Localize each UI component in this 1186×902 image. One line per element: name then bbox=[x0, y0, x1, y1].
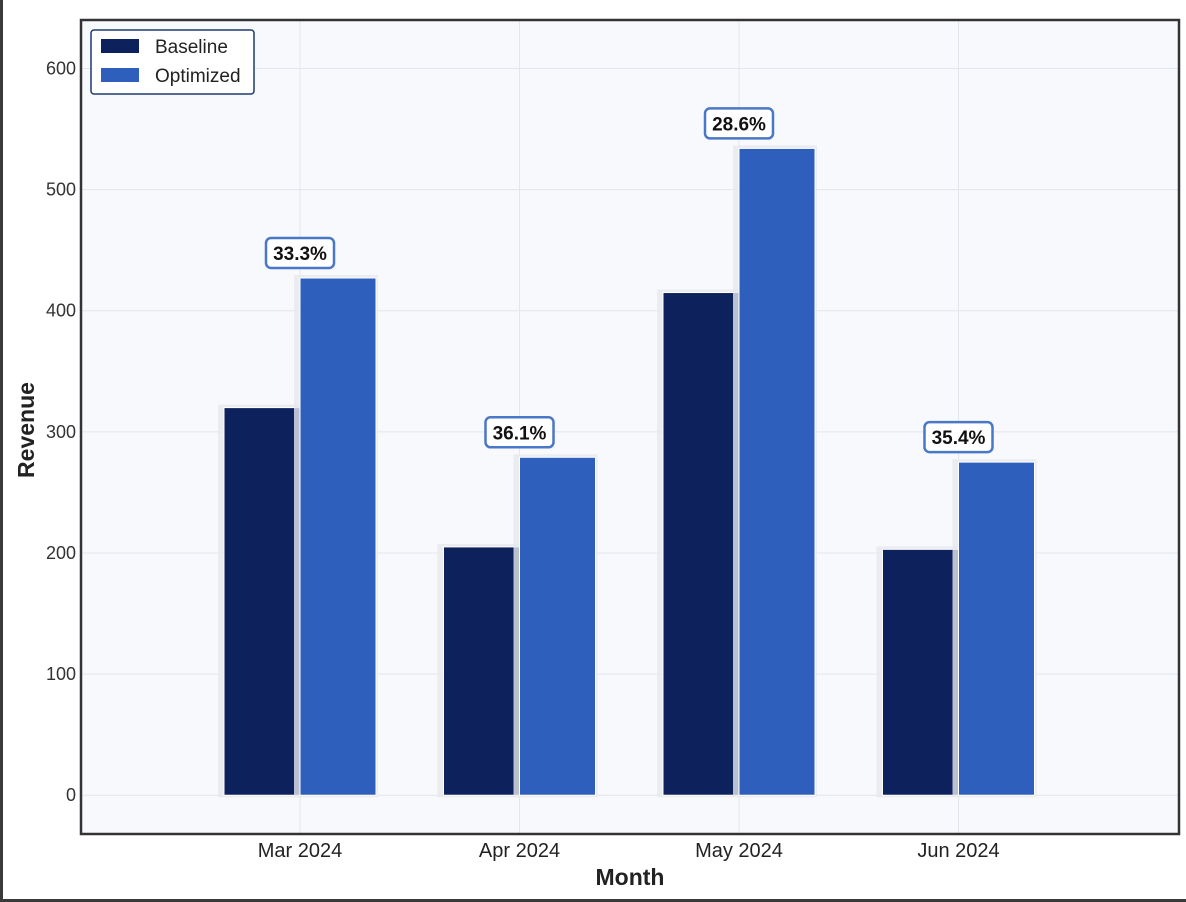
x-tick-label: Mar 2024 bbox=[258, 840, 343, 862]
legend-swatch-optimized bbox=[101, 68, 139, 82]
y-tick-label: 200 bbox=[46, 543, 76, 563]
y-tick-label: 100 bbox=[46, 664, 76, 684]
plot-border bbox=[79, 18, 1181, 836]
x-tick-label: Apr 2024 bbox=[479, 840, 560, 862]
bars-group bbox=[218, 145, 1037, 798]
y-tick-label: 500 bbox=[46, 180, 76, 200]
bar-optimized-apr-2024 bbox=[519, 456, 596, 796]
x-axis-label: Month bbox=[596, 864, 665, 890]
legend-label-baseline: Baseline bbox=[155, 37, 228, 58]
annotation-labels: 33.3% 36.1% 28.6% 35.4% bbox=[264, 107, 994, 454]
bar-baseline-jun-2024 bbox=[882, 548, 959, 796]
bar-optimized-mar-2024 bbox=[299, 277, 377, 796]
legend: Baseline Optimized bbox=[90, 29, 255, 95]
annotation-percent: 33.3% bbox=[273, 244, 327, 265]
legend-label-optimized: Optimized bbox=[155, 66, 241, 87]
y-tick-label: 600 bbox=[46, 58, 76, 78]
annotation-percent: 28.6% bbox=[712, 114, 766, 135]
x-axis-ticks: Mar 2024 Apr 2024 May 2024 Jun 2024 bbox=[258, 840, 1000, 862]
y-tick-label: 0 bbox=[66, 785, 76, 805]
y-axis-label: Revenue bbox=[13, 382, 39, 478]
y-axis-ticks: 0 100 200 300 400 500 600 bbox=[46, 58, 76, 805]
bar-baseline-may-2024 bbox=[662, 292, 740, 796]
x-tick-label: May 2024 bbox=[695, 840, 783, 862]
bar-optimized-jun-2024 bbox=[958, 461, 1035, 796]
annotation-box bbox=[923, 420, 994, 454]
x-tick-label: Jun 2024 bbox=[917, 840, 999, 862]
annotation-percent: 36.1% bbox=[493, 423, 547, 444]
annotation-percent: 35.4% bbox=[932, 428, 986, 449]
annotation-box bbox=[703, 107, 775, 140]
bar-optimized-may-2024 bbox=[738, 147, 816, 796]
bar-baseline-apr-2024 bbox=[443, 546, 520, 796]
y-tick-label: 400 bbox=[46, 301, 76, 321]
bar-baseline-mar-2024 bbox=[223, 407, 301, 796]
y-tick-label: 300 bbox=[46, 422, 76, 442]
annotation-box bbox=[264, 236, 336, 270]
annotation-box bbox=[484, 416, 555, 449]
legend-swatch-baseline bbox=[101, 39, 139, 53]
